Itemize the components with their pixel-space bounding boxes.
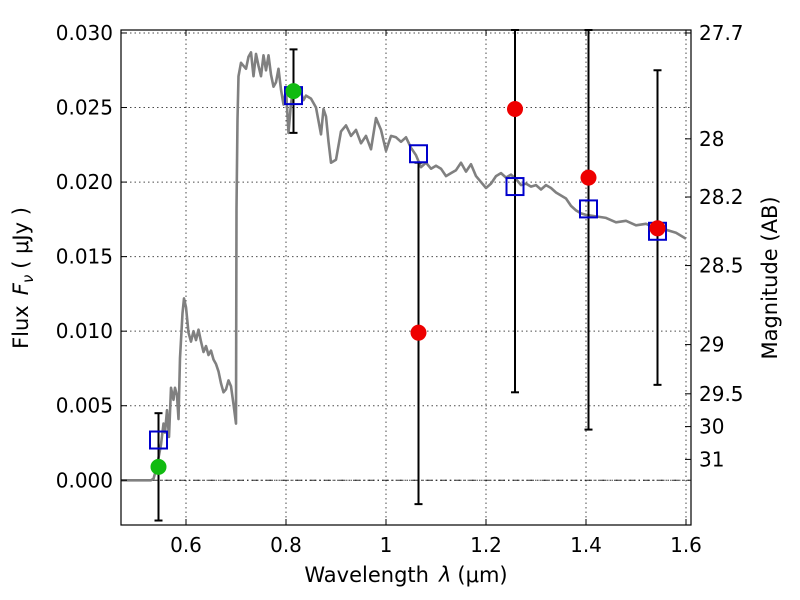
magnitude-tick-label: 31: [699, 447, 724, 471]
model-spectrum-layer: [121, 51, 687, 482]
magnitude-axis-title: Magnitude (AB): [758, 196, 782, 359]
y-axis-ticks: 0.000 0.005 0.010 0.015 0.020 0.025 0.030: [56, 21, 127, 492]
plot-frame: [120, 29, 692, 526]
magnitude-axis-ticks: 27.7 28 28.2 28.5 29 29.5 30 31: [685, 21, 744, 471]
observed-flux-marker: [507, 101, 523, 118]
observed-flux-marker: [580, 169, 597, 186]
observed-flux-marker: [649, 220, 666, 237]
x-tick-label: 0.6: [170, 533, 202, 557]
detection-marker: [285, 83, 302, 100]
model-spectrum-line: [121, 51, 687, 482]
model-flux-marker: [149, 430, 168, 450]
model-flux-marker: [505, 177, 525, 197]
plot-area: [121, 29, 691, 525]
y-tick-label: 0.025: [56, 96, 113, 120]
magnitude-tick-label: 27.7: [699, 21, 744, 45]
magnitude-tick-label: 29.5: [699, 382, 744, 406]
magnitude-tick-label: 28.2: [699, 185, 744, 209]
gridlines: [121, 30, 691, 525]
x-axis-ticks: 0.6 0.8 1 1.2 1.4 1.6: [170, 30, 702, 557]
y-tick-label: 0.005: [56, 394, 113, 418]
marker-layer: [149, 83, 667, 475]
y-tick-label: 0.030: [56, 21, 113, 45]
x-tick-label: 1: [380, 533, 393, 557]
x-tick-label: 1.4: [570, 533, 602, 557]
magnitude-tick-label: 28.5: [699, 254, 744, 278]
y-tick-label: 0.010: [56, 319, 113, 343]
x-tick-label: 0.8: [270, 533, 302, 557]
x-tick-label: 1.2: [470, 533, 502, 557]
observed-flux-marker: [410, 324, 427, 341]
detection-marker: [150, 458, 167, 475]
magnitude-tick-label: 28: [699, 127, 724, 151]
x-tick-label: 1.6: [670, 533, 702, 557]
model-flux-marker: [409, 144, 428, 164]
x-axis-title: Wavelength λ (μm): [304, 563, 507, 587]
y-tick-label: 0.000: [56, 468, 113, 492]
y-tick-label: 0.015: [56, 245, 113, 269]
model-flux-marker: [579, 199, 598, 219]
y-tick-label: 0.020: [56, 170, 113, 194]
y-axis-title: FluxFν( μJy ): [9, 207, 37, 349]
magnitude-tick-label: 30: [699, 415, 724, 439]
magnitude-tick-label: 29: [699, 333, 724, 357]
errorbar-layer: [154, 29, 662, 522]
